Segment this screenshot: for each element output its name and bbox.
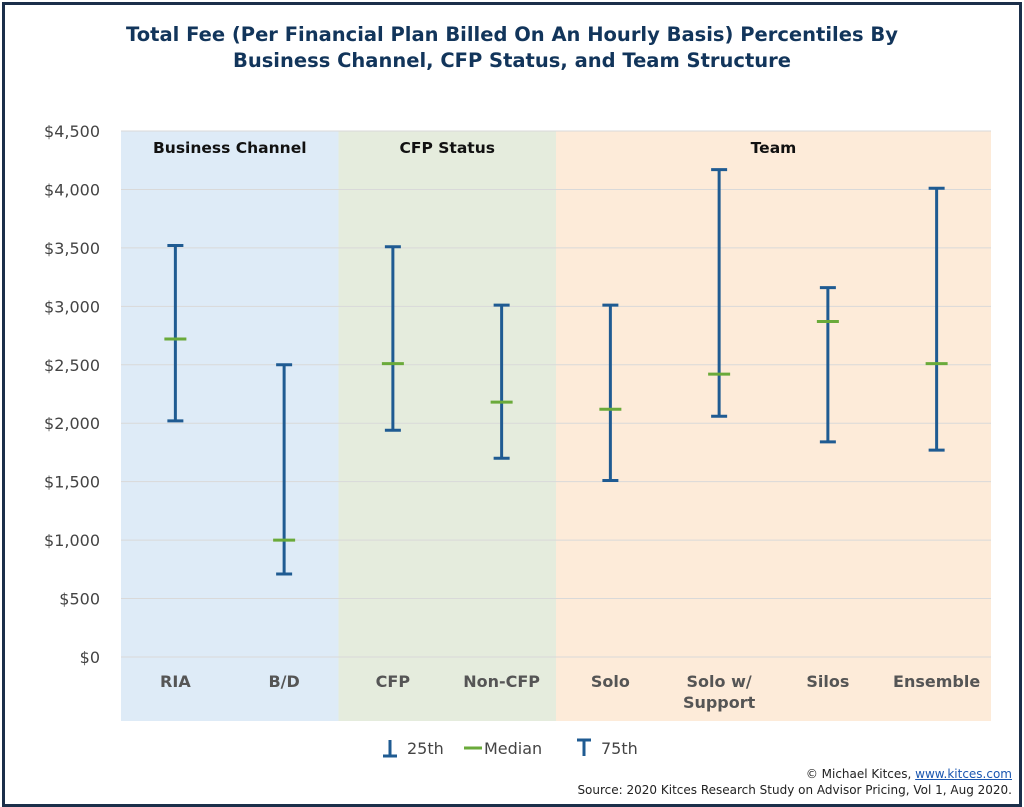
category-label: B/D: [268, 672, 299, 691]
title-line-2: Business Channel, CFP Status, and Team S…: [232, 49, 792, 72]
group-label: Business Channel: [153, 139, 307, 157]
footer-copyright-line: © Michael Kitces, www.kitces.com: [577, 766, 1012, 782]
group-band-1: [338, 131, 556, 721]
legend-label: 75th: [601, 739, 638, 758]
y-tick-label: $500: [59, 590, 100, 609]
group-label: CFP Status: [400, 139, 495, 157]
category-label: RIA: [160, 672, 191, 691]
category-label: Silos: [806, 672, 849, 691]
group-band-0: [121, 131, 339, 721]
copyright-text: © Michael Kitces,: [805, 767, 916, 781]
y-tick-label: $4,000: [44, 180, 100, 199]
category-label: Ensemble: [893, 672, 980, 691]
group-label: Team: [751, 139, 797, 157]
y-tick-label: $1,000: [44, 531, 100, 550]
chart-title: Total Fee (Per Financial Plan Billed On …: [0, 22, 1024, 74]
title-line-1: Total Fee (Per Financial Plan Billed On …: [126, 23, 898, 46]
kitces-link[interactable]: www.kitces.com: [915, 767, 1012, 781]
category-label: Support: [683, 693, 756, 712]
legend-label: Median: [484, 739, 542, 758]
group-band-2: [556, 131, 991, 721]
source-text: Source: 2020 Kitces Research Study on Ad…: [577, 783, 1012, 797]
y-tick-label: $3,000: [44, 297, 100, 316]
category-label: Solo w/: [687, 672, 752, 691]
y-tick-label: $0: [80, 648, 100, 667]
category-label: Non-CFP: [463, 672, 540, 691]
category-label: CFP: [376, 672, 411, 691]
category-label: Solo: [591, 672, 630, 691]
footer: © Michael Kitces, www.kitces.com Source:…: [577, 766, 1012, 798]
y-tick-label: $4,500: [44, 122, 100, 141]
y-tick-label: $2,500: [44, 356, 100, 375]
legend-label: 25th: [407, 739, 444, 758]
y-tick-label: $1,500: [44, 473, 100, 492]
y-tick-label: $3,500: [44, 239, 100, 258]
y-tick-label: $2,000: [44, 414, 100, 433]
